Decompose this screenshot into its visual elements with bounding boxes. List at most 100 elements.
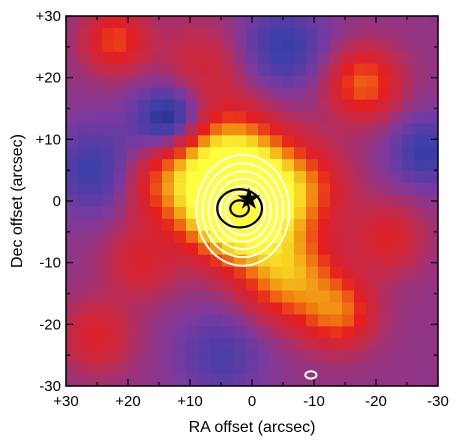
heatmap-cell <box>402 326 415 339</box>
heatmap-cell <box>282 27 295 41</box>
heatmap-cell <box>126 254 139 268</box>
heatmap-cell <box>258 63 271 77</box>
heatmap-cell <box>102 75 115 89</box>
heatmap-cell <box>426 39 438 53</box>
heatmap-cell <box>258 302 271 315</box>
heatmap-cell <box>138 39 151 53</box>
heatmap-cell <box>138 135 151 148</box>
heatmap-cell <box>66 266 79 280</box>
heatmap-cell <box>162 171 175 184</box>
heatmap-cell <box>378 183 391 196</box>
heatmap-cell <box>90 302 103 315</box>
heatmap-cell <box>282 111 295 125</box>
heatmap-cell <box>366 302 379 315</box>
black-contour-group <box>216 188 264 229</box>
heatmap-cell <box>66 206 79 220</box>
star-marker <box>237 187 261 209</box>
heatmap-cell <box>366 338 379 351</box>
heatmap-cell <box>330 195 343 208</box>
heatmap-cell <box>114 183 127 196</box>
x-tick-label: -10 <box>303 393 325 410</box>
heatmap-cell <box>234 326 247 339</box>
heatmap-cell <box>246 326 259 339</box>
heatmap-cell <box>354 314 367 327</box>
heatmap-cell <box>174 111 187 125</box>
heatmap-cell <box>306 51 319 65</box>
heatmap-cell <box>354 171 367 184</box>
heatmap-cell <box>390 338 403 351</box>
heatmap-cell <box>162 135 175 148</box>
heatmap-cell <box>210 75 223 89</box>
heatmap-cell <box>174 171 187 184</box>
heatmap-cell <box>306 123 319 136</box>
heatmap-cell <box>126 39 139 53</box>
heatmap-cell <box>282 338 295 351</box>
heatmap-cell <box>294 230 307 244</box>
heatmap-cell <box>414 171 427 184</box>
heatmap-cell <box>294 63 307 77</box>
heatmap-cell <box>354 302 367 315</box>
heatmap-cell <box>246 278 259 292</box>
heatmap-cell <box>234 39 247 53</box>
heatmap-cell <box>294 278 307 292</box>
heatmap-cell <box>162 75 175 89</box>
heatmap-cell <box>90 242 103 256</box>
heatmap-cell <box>114 27 127 41</box>
heatmap-cell <box>306 218 319 232</box>
heatmap-cell <box>174 87 187 101</box>
heatmap-cell <box>78 75 91 89</box>
heatmap-cell <box>318 362 331 375</box>
heatmap-cell <box>210 123 223 136</box>
heatmap-cell <box>126 350 139 363</box>
heatmap-cell <box>294 75 307 89</box>
heatmap-cell <box>330 171 343 184</box>
heatmap-cell <box>270 374 283 386</box>
heatmap-cell <box>414 51 427 65</box>
heatmap-cell <box>390 278 403 292</box>
heatmap-cell <box>78 123 91 136</box>
heatmap-cell <box>294 135 307 148</box>
heatmap-cell <box>234 159 247 172</box>
heatmap-cell <box>150 314 163 327</box>
heatmap-cell <box>282 135 295 148</box>
heatmap-cell <box>90 159 103 172</box>
heatmap-cell <box>222 266 235 280</box>
heatmap-cell <box>318 27 331 41</box>
heatmap-cell <box>174 230 187 244</box>
heatmap-cell <box>198 75 211 89</box>
heatmap-cell <box>354 183 367 196</box>
heatmap-cell <box>366 254 379 268</box>
heatmap-cell <box>186 147 199 160</box>
heatmap-cell <box>150 254 163 268</box>
heatmap-cell <box>426 87 438 101</box>
heatmap-cell <box>246 302 259 315</box>
heatmap-cell <box>390 75 403 89</box>
heatmap-cell <box>234 27 247 41</box>
heatmap-cell <box>390 290 403 304</box>
heatmap-cell <box>282 147 295 160</box>
heatmap-cell <box>282 362 295 375</box>
heatmap-cell <box>162 87 175 101</box>
heatmap-cell <box>366 51 379 65</box>
heatmap-cell <box>378 290 391 304</box>
heatmap-cell <box>426 266 438 280</box>
heatmap-cell <box>174 374 187 386</box>
heatmap-cell <box>270 266 283 280</box>
heatmap-cell <box>186 27 199 41</box>
heatmap-cell <box>402 218 415 232</box>
heatmap-cell <box>66 302 79 315</box>
heatmap-cell <box>414 147 427 160</box>
heatmap-cell <box>318 326 331 339</box>
heatmap-cell <box>402 338 415 351</box>
heatmap-cell <box>246 290 259 304</box>
heatmap-cell <box>390 16 403 29</box>
heatmap-cell <box>282 123 295 136</box>
heatmap-cell <box>414 16 427 29</box>
white-contour <box>219 184 267 236</box>
heatmap-cell <box>102 27 115 41</box>
heatmap-cell <box>198 123 211 136</box>
heatmap-cell <box>390 27 403 41</box>
heatmap-cell <box>294 326 307 339</box>
heatmap-cell <box>90 314 103 327</box>
heatmap-cell <box>270 254 283 268</box>
